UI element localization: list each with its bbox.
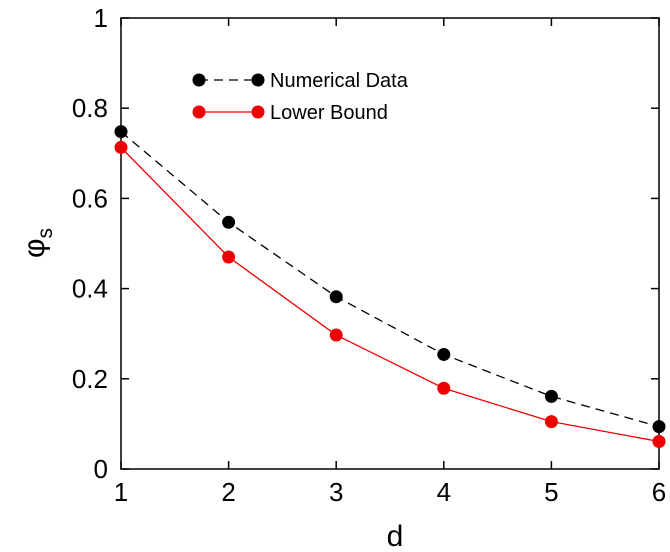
tick-labels: 1 2 3 4 5 6 0 0.2 0.4 0.6 0.8 1: [72, 3, 666, 507]
legend: Numerical Data Lower Bound: [192, 70, 409, 124]
y-axis-label: φs: [18, 228, 57, 258]
series-line: [120, 146, 660, 443]
y-tick-label: 0.8: [72, 93, 108, 123]
x-tick-label: 5: [544, 477, 558, 507]
legend-label: Lower Bound: [270, 102, 388, 124]
legend-marker: [192, 73, 206, 87]
series-1: [114, 140, 666, 448]
data-point: [114, 140, 128, 154]
data-point: [652, 420, 666, 434]
data-point: [437, 347, 451, 361]
x-tick-label: 1: [114, 477, 128, 507]
legend-entry: Lower Bound: [192, 102, 388, 124]
legend-marker: [251, 105, 265, 119]
axis-ticks: [120, 17, 660, 470]
series-line: [120, 131, 660, 428]
data-point: [544, 415, 558, 429]
x-tick-label: 3: [329, 477, 343, 507]
data-point: [222, 250, 236, 264]
legend-marker: [192, 105, 206, 119]
data-point: [329, 290, 343, 304]
x-axis-label: d: [387, 520, 404, 552]
y-axis-label-subscript: s: [34, 228, 57, 239]
series-0: [114, 125, 666, 434]
data-point: [544, 389, 558, 403]
y-tick-label: 1: [94, 3, 108, 33]
y-tick-label: 0.6: [72, 183, 108, 213]
legend-entry: Numerical Data: [192, 70, 409, 92]
y-tick-label: 0: [94, 454, 108, 484]
series-group: [114, 125, 666, 448]
y-axis-label-main: φ: [18, 239, 51, 258]
x-tick-label: 4: [437, 477, 451, 507]
data-point: [114, 125, 128, 139]
legend-marker: [251, 73, 265, 87]
data-point: [222, 215, 236, 229]
x-tick-label: 2: [221, 477, 235, 507]
plot-frame: [120, 17, 660, 470]
y-tick-label: 0.2: [72, 364, 108, 394]
x-tick-label: 6: [652, 477, 666, 507]
y-tick-label: 0.4: [72, 274, 108, 304]
data-point: [329, 328, 343, 342]
data-point: [437, 381, 451, 395]
data-point: [652, 434, 666, 448]
legend-label: Numerical Data: [270, 70, 409, 92]
